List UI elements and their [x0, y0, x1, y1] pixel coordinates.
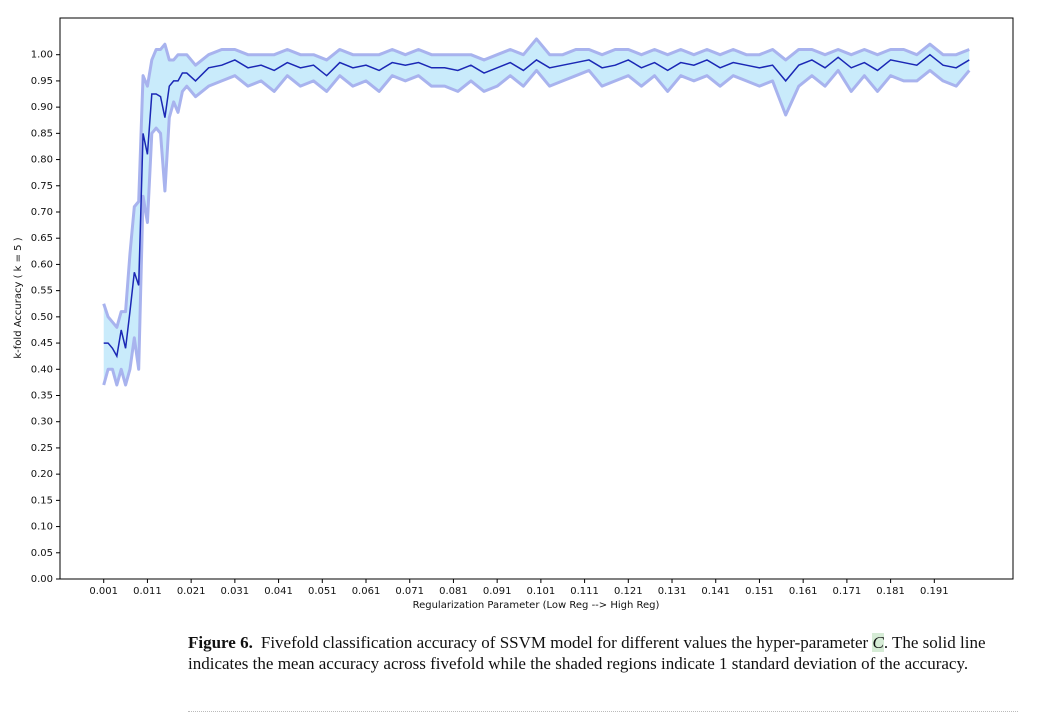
x-tick-label: 0.181 [876, 586, 905, 597]
y-tick-label: 0.50 [31, 312, 53, 323]
y-tick-label: 0.70 [31, 207, 53, 218]
x-axis-label: Regularization Parameter (Low Reg --> Hi… [413, 600, 660, 611]
caption-text: . The solid line indicates the mean accu… [188, 633, 986, 673]
x-tick-label: 0.001 [89, 586, 118, 597]
y-tick-label: 0.45 [31, 338, 53, 349]
std-band [103, 38, 970, 386]
x-tick-label: 0.021 [177, 586, 206, 597]
x-tick-label: 0.011 [133, 586, 162, 597]
x-tick-label: 0.091 [483, 586, 512, 597]
x-tick-label: 0.131 [658, 586, 687, 597]
y-tick-label: 1.00 [31, 50, 53, 61]
y-tick-label: 0.75 [31, 181, 53, 192]
y-tick-label: 0.30 [31, 417, 53, 428]
x-tick-label: 0.191 [920, 586, 949, 597]
caption-text: Fivefold classification accuracy of SSVM… [260, 633, 869, 652]
y-tick-label: 0.20 [31, 469, 53, 480]
caption: Figure 6. Fivefold classification accurac… [188, 632, 1018, 674]
chart: Regularization Parameter (Low Reg --> Hi… [13, 17, 1014, 611]
y-tick-label: 0.40 [31, 364, 53, 375]
y-tick-label: 0.95 [31, 76, 53, 87]
caption-label: Figure 6. [188, 633, 253, 652]
y-tick-label: 0.05 [31, 548, 53, 559]
y-tick-label: 0.80 [31, 155, 53, 166]
caption-symbol: C [872, 633, 884, 652]
x-tick-label: 0.161 [789, 586, 818, 597]
separator [188, 711, 1018, 712]
band-edge [102, 37, 970, 329]
x-tick-label: 0.041 [264, 586, 293, 597]
x-tick-label: 0.031 [221, 586, 250, 597]
x-tick-label: 0.111 [570, 586, 599, 597]
y-tick-label: 0.55 [31, 286, 53, 297]
x-tick-label: 0.061 [352, 586, 381, 597]
x-tick-label: 0.101 [527, 586, 556, 597]
y-tick-label: 0.85 [31, 128, 53, 139]
mean-line [103, 53, 970, 359]
plot-frame [59, 17, 1014, 580]
x-tick-label: 0.171 [833, 586, 862, 597]
x-tick-label: 0.051 [308, 586, 337, 597]
y-axis-label: k-fold Accuracy ( k = 5 ) [13, 237, 24, 358]
y-tick-label: 0.15 [31, 495, 53, 506]
y-tick-label: 0.65 [31, 233, 53, 244]
y-tick-label: 0.90 [31, 102, 53, 113]
x-tick-label: 0.121 [614, 586, 643, 597]
x-tick-label: 0.071 [395, 586, 424, 597]
x-tick-label: 0.081 [439, 586, 468, 597]
x-tick-label: 0.141 [701, 586, 730, 597]
y-tick-label: 0.00 [31, 574, 53, 585]
y-tick-label: 0.60 [31, 259, 53, 270]
x-tick-label: 0.151 [745, 586, 774, 597]
y-tick-label: 0.25 [31, 443, 53, 454]
y-tick-label: 0.10 [31, 522, 53, 533]
band-edge [102, 68, 971, 387]
y-tick-label: 0.35 [31, 390, 53, 401]
